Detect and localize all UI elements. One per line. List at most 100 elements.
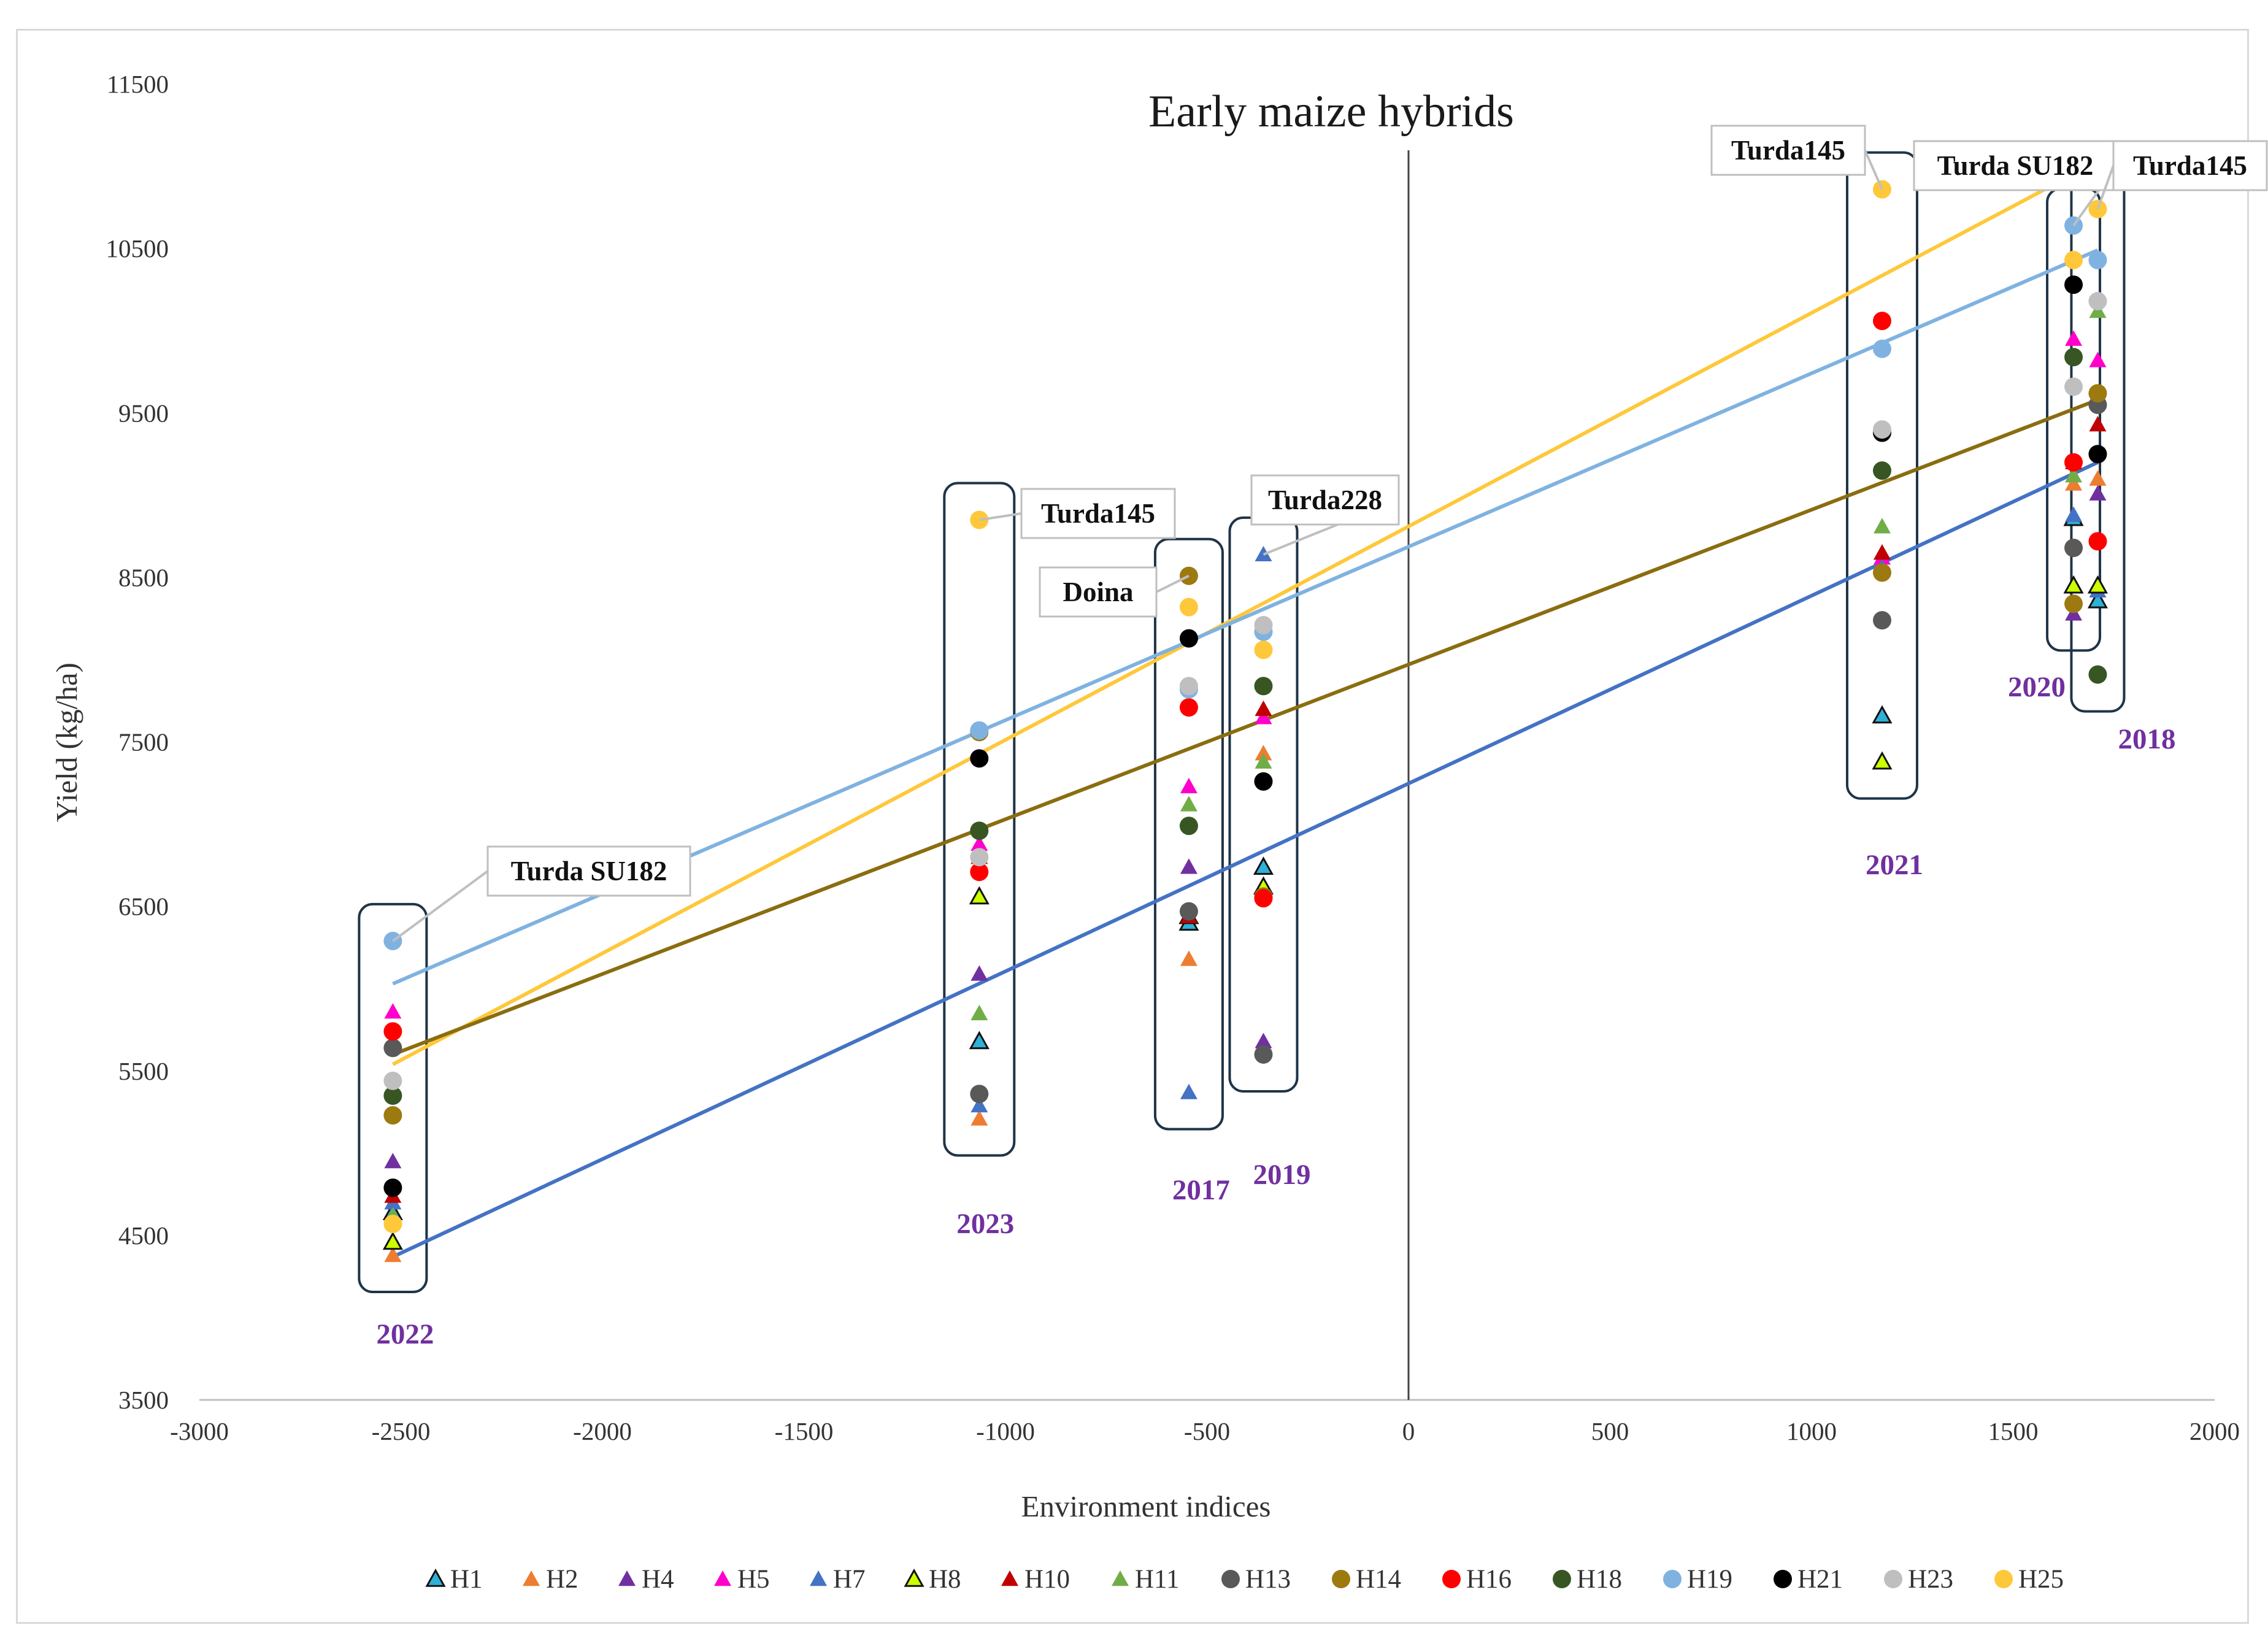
- data-point-h4: [384, 1153, 402, 1169]
- data-point-h5: [1180, 777, 1197, 794]
- data-point-h19: [2088, 250, 2107, 269]
- legend-marker-h8: [904, 1568, 924, 1587]
- data-point-h8: [2063, 575, 2084, 594]
- y-tick-label: 8500: [118, 563, 169, 591]
- legend-marker-h5: [714, 1570, 731, 1586]
- data-point-h11: [2065, 467, 2083, 483]
- data-point-h19: [970, 721, 989, 740]
- legend-marker-h11: [1112, 1570, 1129, 1586]
- legend-label: H23: [1908, 1565, 1953, 1594]
- data-point-h7: [2065, 506, 2083, 522]
- y-tick-label: 7500: [118, 728, 169, 756]
- callout-box: [2112, 140, 2268, 191]
- data-point-h18: [2088, 665, 2107, 684]
- data-point-h5: [384, 1003, 402, 1019]
- data-point-h23: [970, 848, 989, 867]
- data-point-h23: [1179, 677, 1198, 696]
- callout-box: [1250, 474, 1400, 526]
- x-axis-title: Environment indices: [1021, 1489, 1271, 1523]
- data-point-h16: [2088, 532, 2107, 551]
- environment-box-2017: [1153, 537, 1224, 1131]
- callout-label: Turda145: [1041, 498, 1155, 529]
- environment-box-2023: [943, 482, 1016, 1157]
- data-point-h1: [969, 1031, 990, 1050]
- y-tick-label: 10500: [106, 234, 169, 263]
- data-point-h16: [383, 1022, 402, 1041]
- legend-label: H14: [1356, 1565, 1401, 1594]
- x-tick-label: 2000: [2189, 1417, 2240, 1445]
- legend-label: H4: [642, 1565, 674, 1594]
- legend-label: H1: [450, 1565, 483, 1594]
- x-tick-label: -2000: [573, 1417, 632, 1445]
- data-point-h13: [970, 1085, 989, 1104]
- data-point-h2: [1180, 950, 1197, 966]
- data-point-h18: [1179, 817, 1198, 836]
- trend-line: [392, 398, 2099, 1056]
- data-point-h23: [2088, 291, 2107, 310]
- year-label-2023: 2023: [956, 1208, 1014, 1240]
- data-point-h14: [2064, 594, 2083, 613]
- data-point-h14: [383, 1106, 402, 1125]
- legend-label: H11: [1135, 1565, 1179, 1594]
- x-tick-label: 1500: [1988, 1417, 2039, 1445]
- callout-label: Turda145: [1731, 135, 1845, 166]
- data-point-h18: [2064, 348, 2083, 367]
- legend-marker-h25: [1994, 1570, 2013, 1588]
- data-point-h16: [970, 863, 989, 882]
- callout-leader: [392, 870, 489, 942]
- chart-frame: [16, 29, 2249, 1624]
- x-tick-label: -3000: [170, 1417, 229, 1445]
- data-point-h2: [971, 1110, 988, 1126]
- callout-box: [1710, 125, 1866, 176]
- data-point-h25: [1179, 598, 1198, 617]
- data-point-h5: [2089, 352, 2107, 367]
- legend-marker-h23: [1884, 1570, 1902, 1588]
- data-point-h4: [1180, 858, 1197, 874]
- year-label-2019: 2019: [1253, 1159, 1310, 1191]
- callout-leader: [1156, 574, 1190, 593]
- data-point-h16: [2064, 453, 2083, 472]
- data-point-h11: [971, 1004, 988, 1021]
- callout-box: [486, 845, 691, 897]
- data-point-h7: [971, 1097, 988, 1113]
- data-point-h4: [2089, 485, 2107, 501]
- data-point-h25: [2064, 250, 2083, 269]
- data-point-h11: [1255, 753, 1272, 769]
- x-tick-label: -1500: [775, 1417, 834, 1445]
- data-point-h16: [1872, 312, 1891, 331]
- data-point-h23: [1254, 616, 1273, 635]
- legend-label: H8: [929, 1565, 961, 1594]
- callout-label: Turda228: [1268, 485, 1382, 515]
- legend-marker-h1: [425, 1568, 446, 1587]
- legend-marker-h21: [1774, 1570, 1792, 1588]
- data-point-h5: [971, 835, 988, 851]
- data-point-h25: [383, 1215, 402, 1234]
- legend-marker-h10: [1001, 1570, 1018, 1586]
- legend-marker-h2: [523, 1570, 540, 1586]
- data-point-h5: [2065, 330, 2083, 346]
- data-point-h25: [1254, 640, 1273, 659]
- y-tick-label: 3500: [118, 1386, 169, 1414]
- data-point-h10: [2089, 416, 2107, 432]
- year-label-2021: 2021: [1866, 849, 1923, 881]
- chart-title: Early maize hybrids: [1148, 86, 1514, 137]
- legend-marker-h19: [1663, 1570, 1682, 1588]
- data-point-h8: [2087, 575, 2108, 594]
- x-tick-label: 500: [1591, 1417, 1629, 1445]
- data-point-h21: [970, 749, 989, 768]
- legend-marker-h16: [1442, 1570, 1461, 1588]
- data-point-h11: [1873, 518, 1891, 534]
- legend-marker-h14: [1332, 1570, 1350, 1588]
- data-point-h13: [2064, 539, 2083, 558]
- data-point-h21: [2088, 445, 2107, 464]
- data-point-h10: [1255, 700, 1272, 717]
- callout-label: Turda SU182: [511, 856, 667, 886]
- data-point-h21: [383, 1178, 402, 1197]
- callout-leader: [978, 512, 1022, 521]
- data-point-h13: [1872, 611, 1891, 630]
- data-point-h5: [1255, 709, 1272, 724]
- x-tick-label: 0: [1402, 1417, 1415, 1445]
- callout-label: Turda145: [2133, 150, 2247, 181]
- legend-label: H10: [1024, 1565, 1070, 1594]
